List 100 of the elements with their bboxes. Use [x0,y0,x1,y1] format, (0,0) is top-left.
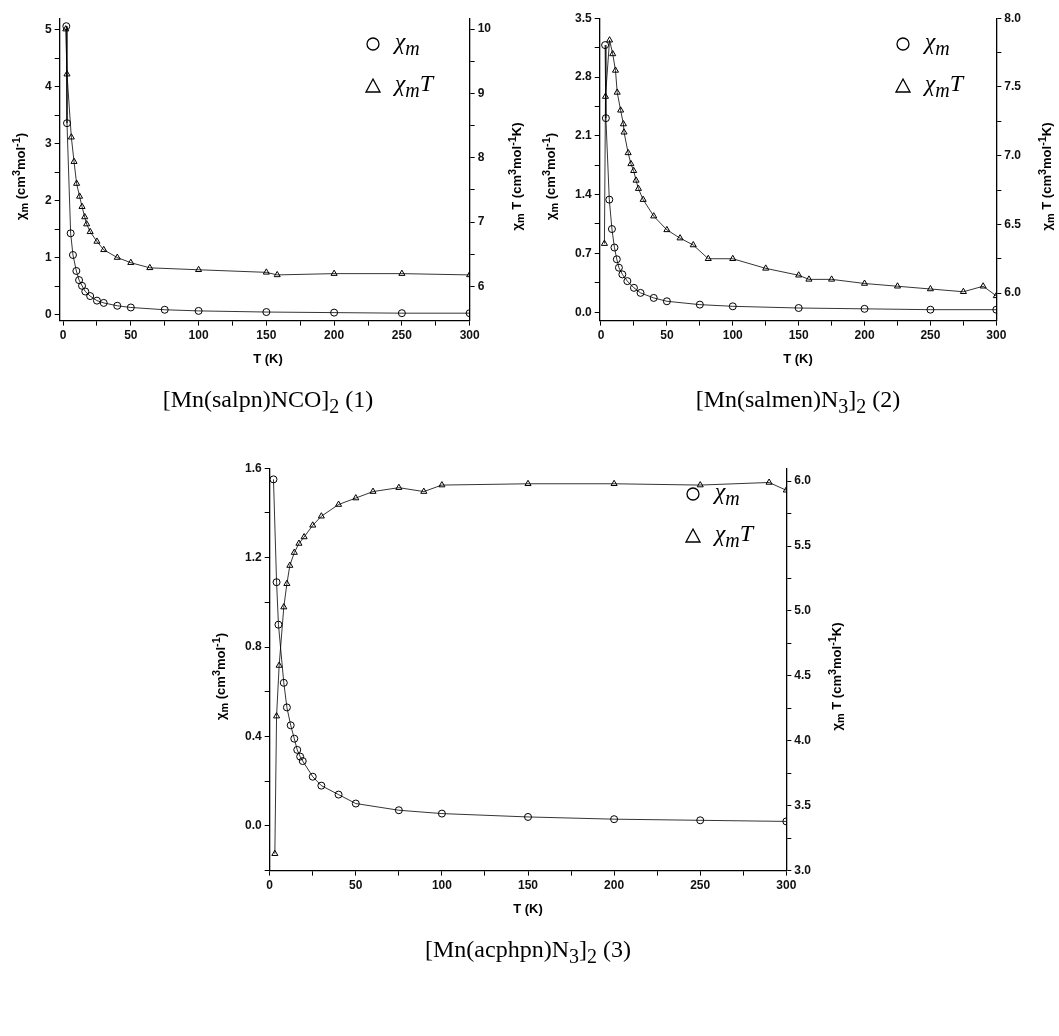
x-tick-label: 250 [690,878,711,893]
point [369,487,377,494]
point [83,220,91,227]
point [795,271,803,278]
y-tick-label: 0.0 [574,304,592,319]
y2-tick-label: 6 [477,278,485,293]
x-tick-label: 150 [517,878,539,893]
point [614,263,623,272]
point [194,306,203,315]
point [330,269,338,276]
y2-tick-label: 5.5 [794,538,812,553]
y2-tick-label: 3.5 [794,798,812,813]
point [62,25,70,32]
point [437,809,446,818]
x-tick-label: 0 [266,878,274,893]
y2-tick-label: 4.5 [794,668,812,683]
y2-tick-label: 7 [477,214,485,229]
point [62,22,71,31]
y-tick-label: 0.4 [244,728,262,743]
point [274,620,283,629]
y-tick-label: 1.4 [574,186,592,201]
point [275,661,283,668]
text: [Mn(salpn)NCO]$_{2}$ (1) [161,386,375,418]
point [113,301,122,310]
point [926,284,934,292]
point [78,202,86,209]
point [100,245,108,253]
point [612,255,621,264]
y-tick-label: 0.8 [244,639,262,654]
point [308,772,317,781]
point [979,282,987,289]
point [351,799,360,808]
point [295,539,303,546]
point [86,292,95,301]
y2-tick-label: 6.0 [794,473,812,488]
point [398,269,406,276]
point [397,309,406,318]
point [300,533,308,540]
point [262,268,270,275]
x-tick-label: 300 [776,878,797,893]
point [600,239,608,246]
point [728,302,737,311]
y-tick-label: 2.8 [574,69,592,84]
y-tick-label: 1 [44,250,52,265]
legend-label: χ$_{m}$T [394,69,433,102]
legend-label: χ$_{m}$ [924,28,950,60]
point [623,277,632,286]
x-tick-label: 250 [920,328,941,343]
point [639,195,647,202]
x-tick-label: 300 [986,328,1007,343]
point [75,276,84,285]
point [765,478,773,485]
point [279,678,288,687]
point [395,483,403,490]
point [81,213,89,220]
point [127,258,135,265]
point [286,721,295,730]
x-tick-label: 300 [459,328,480,343]
point [113,253,121,260]
point [286,561,294,568]
point [126,303,135,312]
point [293,745,302,754]
x-tick-label: 200 [324,328,345,343]
y-tick-label: 0 [44,307,52,322]
point [330,308,339,317]
point [632,176,640,183]
point [618,270,627,279]
point [620,128,628,135]
point [81,287,90,296]
point [636,288,645,297]
point [794,304,803,312]
point [62,119,71,128]
point [280,603,288,610]
point [610,243,619,252]
point [729,254,737,261]
legend-label: χ$_{m}$ [714,478,740,510]
point [663,225,671,233]
y2-tick-label: 5.0 [794,603,812,618]
point [695,300,704,309]
legend-label: χ$_{m}$T [924,69,963,102]
y2-tick-label: 10 [477,21,492,36]
x-axis-title: T (K) [512,901,544,916]
point [420,487,428,494]
point [610,815,619,824]
point [317,512,325,519]
point [272,578,281,587]
point [262,308,271,317]
point [160,305,169,314]
x-tick-label: 100 [188,328,209,343]
point [296,752,305,761]
point [613,88,621,95]
y2-tick-label: 4.0 [794,733,812,748]
point [146,263,154,271]
y2-tick-label: 3.0 [794,862,812,877]
text: [Mn(acphpn)N$_{3}$]$_{2}$ (3) [424,936,632,968]
y-tick-label: 4 [44,78,52,93]
point [334,790,343,799]
legend-label: χ$_{m}$T [714,519,753,552]
point [99,298,108,307]
point [66,229,75,238]
